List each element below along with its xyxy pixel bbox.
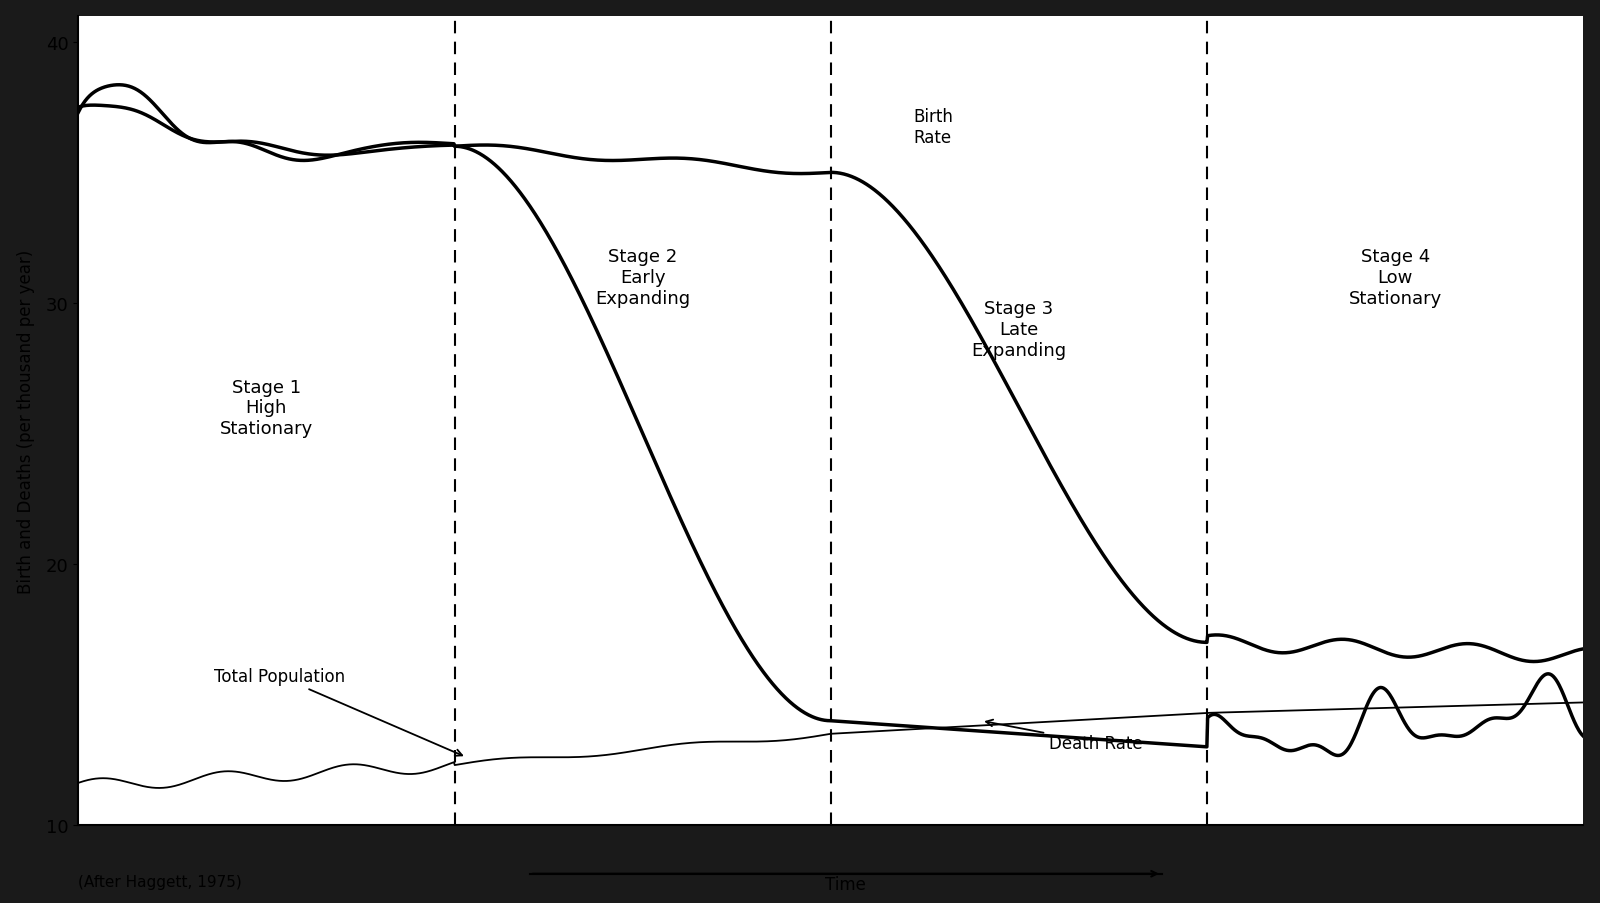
Text: Stage 3
Late
Expanding: Stage 3 Late Expanding bbox=[971, 300, 1067, 359]
Y-axis label: Birth and Deaths (per thousand per year): Birth and Deaths (per thousand per year) bbox=[16, 249, 35, 593]
Text: Stage 2
Early
Expanding: Stage 2 Early Expanding bbox=[595, 247, 690, 307]
Text: Death Rate: Death Rate bbox=[986, 720, 1142, 752]
Text: Stage 4
Low
Stationary: Stage 4 Low Stationary bbox=[1349, 247, 1442, 307]
Text: (After Haggett, 1975): (After Haggett, 1975) bbox=[78, 874, 242, 889]
Text: Birth
Rate: Birth Rate bbox=[914, 108, 954, 147]
Text: Time: Time bbox=[826, 875, 866, 893]
Text: Total Population: Total Population bbox=[214, 667, 462, 756]
Text: Stage 1
High
Stationary: Stage 1 High Stationary bbox=[219, 378, 314, 438]
